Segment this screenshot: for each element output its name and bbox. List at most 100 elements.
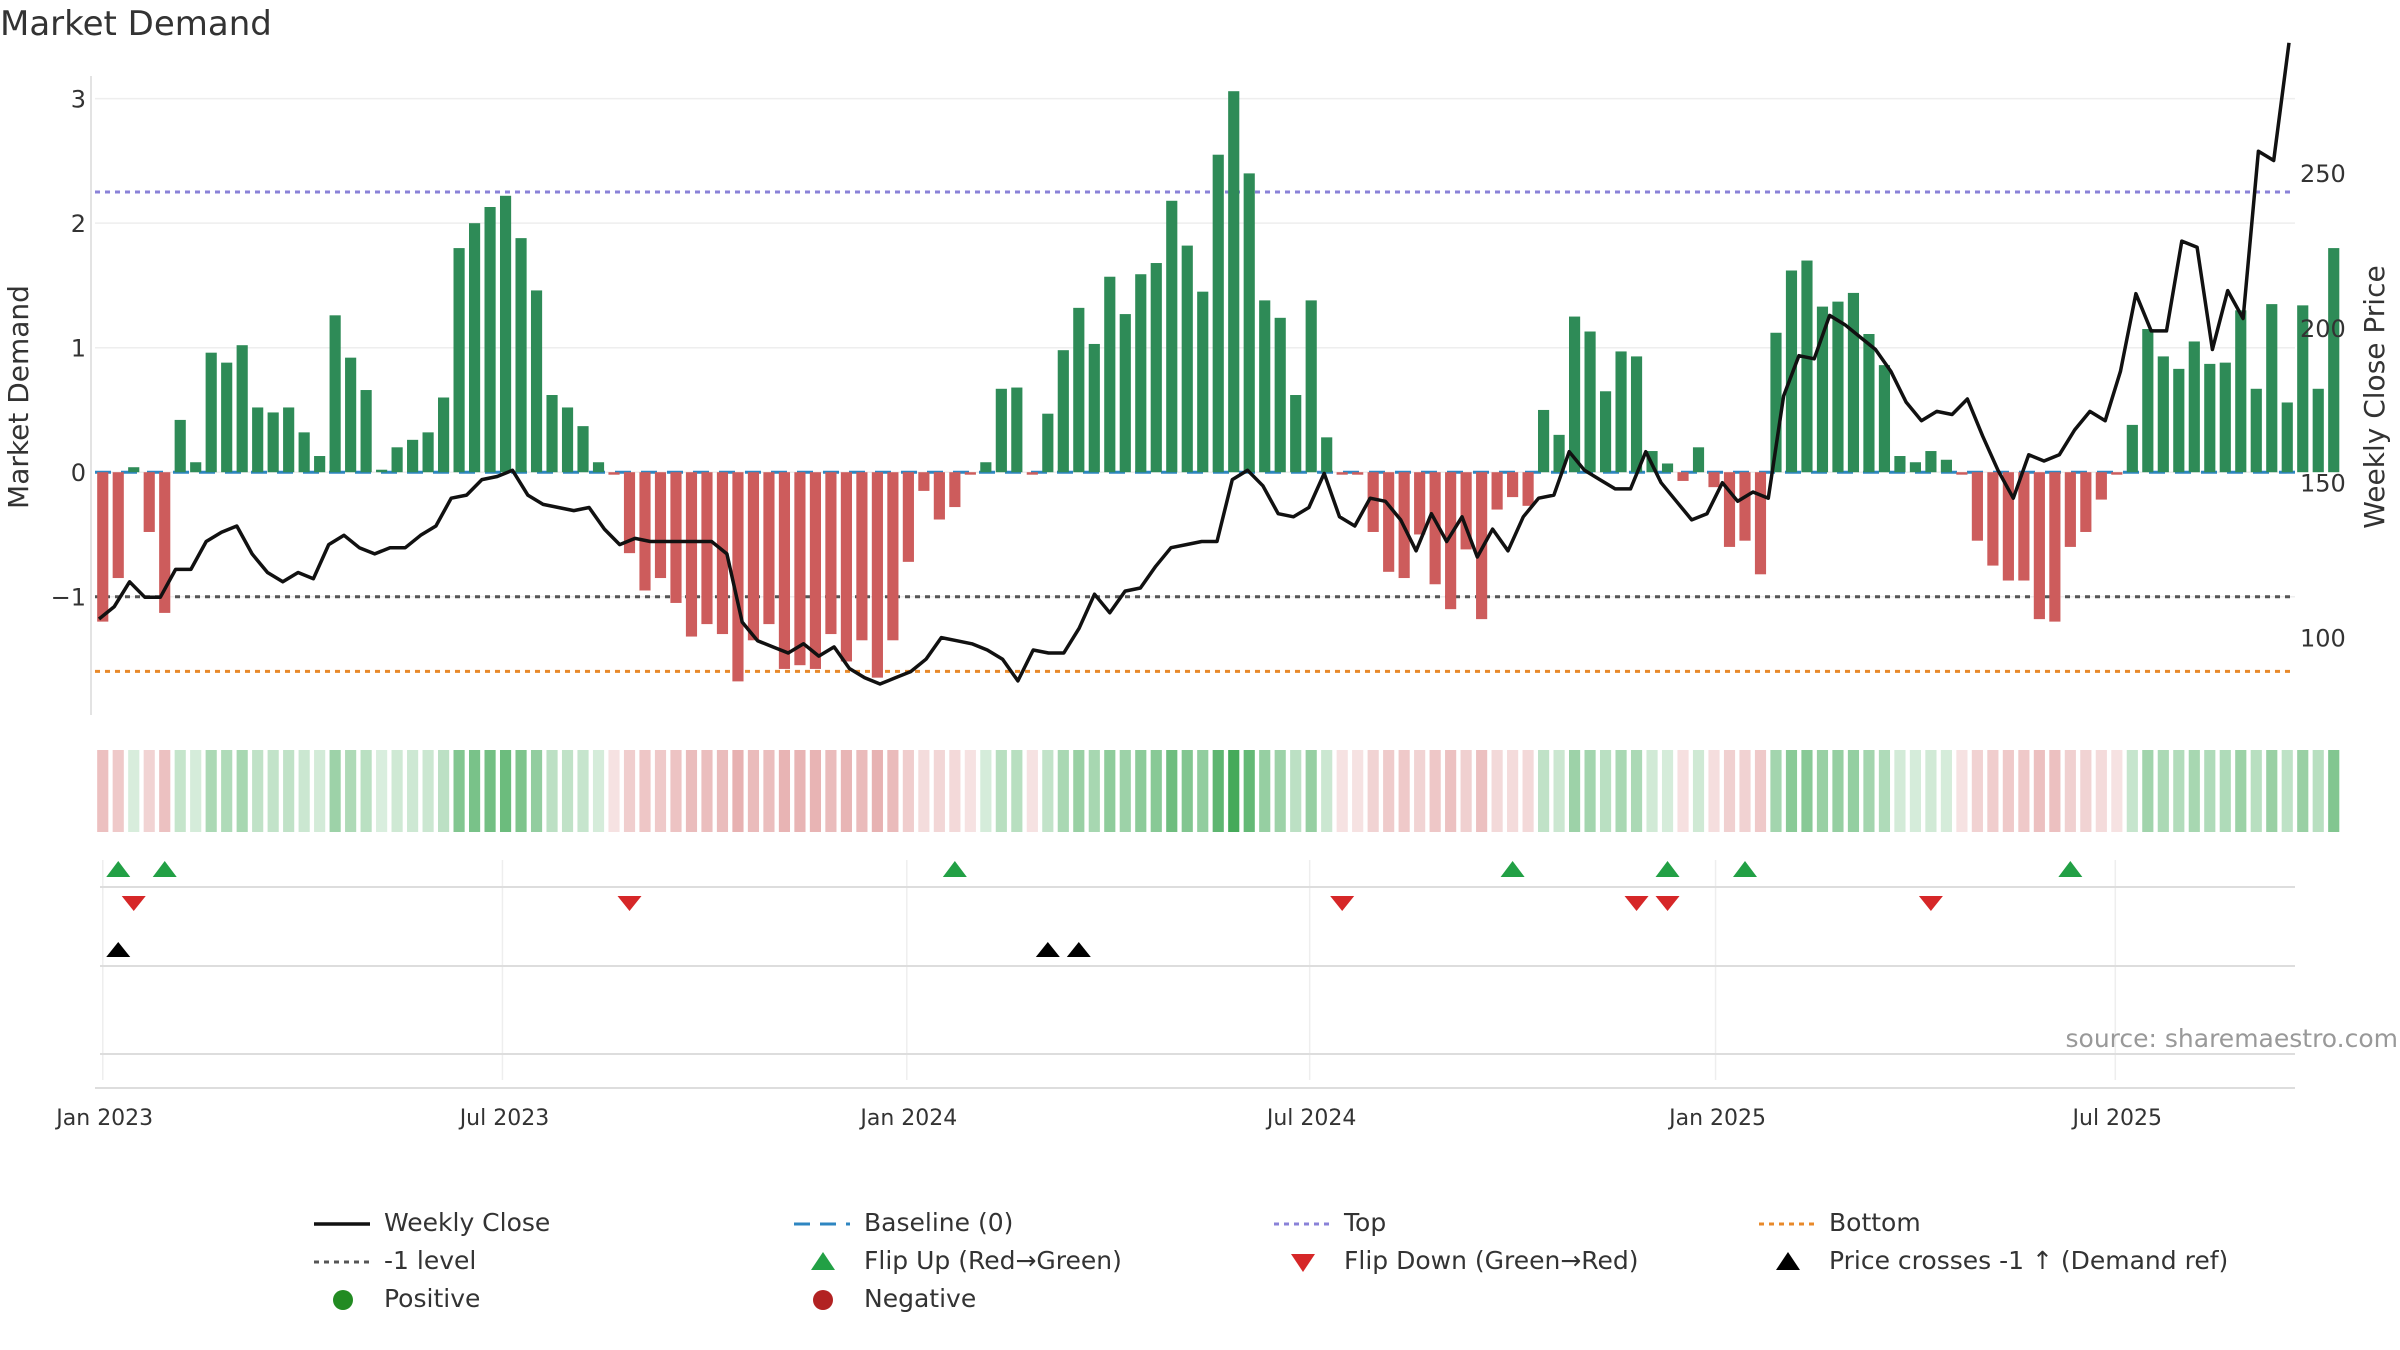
strip-cell [1692, 750, 1705, 832]
legend-negative-label: Negative [864, 1284, 977, 1313]
strip-cell [1119, 750, 1131, 832]
demand-bar [1584, 331, 1596, 473]
demand-bar [1832, 301, 1844, 473]
strip-cell [1538, 750, 1550, 832]
strip-cell [964, 750, 976, 832]
demand-bar [1383, 472, 1395, 572]
strip-cell [716, 750, 729, 832]
demand-bar [174, 419, 186, 473]
demand-bar [1212, 154, 1224, 473]
strip-cell [670, 750, 682, 832]
demand-bar [2157, 356, 2169, 473]
demand-bar [205, 352, 217, 473]
strip-cell [530, 750, 543, 832]
demand-bar [1104, 276, 1116, 473]
demand-bar [1925, 451, 1937, 473]
demand-bar [2281, 402, 2293, 473]
strip-cell [1971, 750, 1983, 832]
demand-bar [1615, 351, 1627, 473]
strip-cell [2188, 750, 2200, 832]
strip-cell [995, 750, 1007, 832]
strip-cell [1507, 750, 1519, 832]
demand-bar [2033, 472, 2045, 620]
strip-cell [1011, 750, 1023, 832]
strip-cell [2049, 750, 2061, 832]
strip-cell [1785, 750, 1798, 832]
demand-bar [391, 447, 403, 473]
demand-bar [1630, 356, 1643, 473]
strip-cell [314, 750, 326, 832]
demand-bar [453, 248, 465, 473]
strip-cell [1801, 750, 1813, 832]
demand-bar [949, 472, 961, 508]
demand-bar [1011, 387, 1023, 473]
strip-cell [2250, 750, 2262, 832]
strip-cell [623, 750, 636, 832]
demand-bar [1429, 472, 1441, 585]
strip-cell [391, 750, 403, 832]
price-cross-marker [1066, 942, 1091, 957]
strip-cell [174, 750, 186, 832]
demand-bar [329, 315, 341, 473]
legend-flip-down-label: Flip Down (Green→Red) [1344, 1246, 1639, 1275]
strip-cell [1197, 750, 1209, 832]
marker-layer [106, 861, 2083, 957]
weekly-close-line [97, 42, 2291, 686]
demand-bar [701, 472, 713, 625]
demand-bar [2266, 304, 2278, 473]
axis-layer: 3 2 1 0 −1 250 200 150 100 Market Demand Weekly Cl… [2, 76, 2391, 1131]
demand-bar [1243, 173, 1255, 473]
strip-cell [1816, 750, 1829, 832]
strip-cell [1228, 750, 1240, 832]
demand-bar [608, 472, 620, 475]
demand-bar [1460, 472, 1472, 550]
legend-minus-one-label: -1 level [384, 1246, 477, 1275]
flip-up-marker [2058, 861, 2083, 877]
strip-cell [159, 750, 171, 832]
demand-bar [438, 397, 450, 473]
demand-bar [143, 472, 155, 532]
strip-cell [236, 750, 248, 832]
strip-cell [2018, 750, 2030, 832]
strip-cell [871, 750, 883, 832]
legend-flip-up-key [811, 1252, 835, 1270]
demand-bar [2064, 472, 2076, 547]
strip-cell [701, 750, 713, 832]
flip-up-marker [152, 861, 177, 877]
strip-cell [1104, 750, 1116, 832]
strip-cell [1259, 750, 1271, 832]
legend-weekly-close-key [314, 1222, 370, 1226]
demand-bar [1352, 472, 1364, 475]
demand-bar [407, 439, 419, 473]
demand-bar [2250, 388, 2262, 473]
strip-cell [1166, 750, 1178, 832]
strip-cell [546, 750, 558, 832]
strip-cell [221, 750, 233, 832]
demand-bar [1119, 314, 1131, 473]
legend-negative-key [813, 1290, 833, 1310]
strip-cell [1925, 750, 1937, 832]
strip-cell [1646, 750, 1658, 832]
demand-bar [530, 290, 543, 473]
demand-bar [1057, 350, 1069, 473]
demand-bar [2219, 362, 2231, 473]
strip-cell [1630, 750, 1643, 832]
demand-bar [1723, 472, 1736, 547]
strip-cell [980, 750, 992, 832]
legend-weekly-close-label: Weekly Close [384, 1208, 551, 1237]
demand-bar [190, 462, 202, 473]
strip-cell [1569, 750, 1581, 832]
demand-bar [298, 432, 310, 473]
strip-cell [763, 750, 775, 832]
legend-top-key [1274, 1222, 1330, 1226]
strip-cell [1150, 750, 1162, 832]
strip-cell [2033, 750, 2045, 832]
demand-bar [747, 472, 760, 641]
strip-cell [1940, 750, 1952, 832]
legend-baseline-label: Baseline (0) [864, 1208, 1014, 1237]
strip-cell [298, 750, 310, 832]
chart-title: Market Demand [0, 4, 272, 44]
demand-bar [1414, 472, 1426, 535]
